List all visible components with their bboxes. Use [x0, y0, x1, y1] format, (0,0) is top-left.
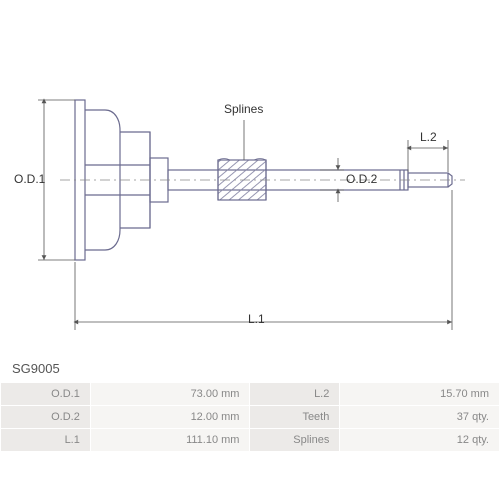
spec-label: O.D.1 [1, 383, 91, 406]
label-od1: O.D.1 [14, 172, 45, 186]
spec-table: O.D.1 73.00 mm L.2 15.70 mm O.D.2 12.00 … [0, 382, 500, 452]
spec-label: Teeth [250, 406, 340, 429]
spec-label: O.D.2 [1, 406, 91, 429]
spec-label: Splines [250, 429, 340, 452]
table-row: O.D.1 73.00 mm L.2 15.70 mm [1, 383, 500, 406]
label-l2: L.2 [420, 130, 437, 144]
label-splines: Splines [224, 102, 263, 116]
spec-value: 12.00 mm [90, 406, 250, 429]
label-l1: L.1 [248, 312, 265, 326]
spec-label: L.1 [1, 429, 91, 452]
spec-value: 12 qty. [340, 429, 500, 452]
table-row: L.1 111.10 mm Splines 12 qty. [1, 429, 500, 452]
spec-value: 73.00 mm [90, 383, 250, 406]
spec-label: L.2 [250, 383, 340, 406]
technical-diagram: O.D.1 L.1 O.D.2 L.2 Splines SG9005 [0, 0, 500, 380]
spec-value: 37 qty. [340, 406, 500, 429]
part-number: SG9005 [12, 361, 60, 376]
spec-value: 15.70 mm [340, 383, 500, 406]
label-od2: O.D.2 [346, 172, 377, 186]
spec-value: 111.10 mm [90, 429, 250, 452]
table-row: O.D.2 12.00 mm Teeth 37 qty. [1, 406, 500, 429]
